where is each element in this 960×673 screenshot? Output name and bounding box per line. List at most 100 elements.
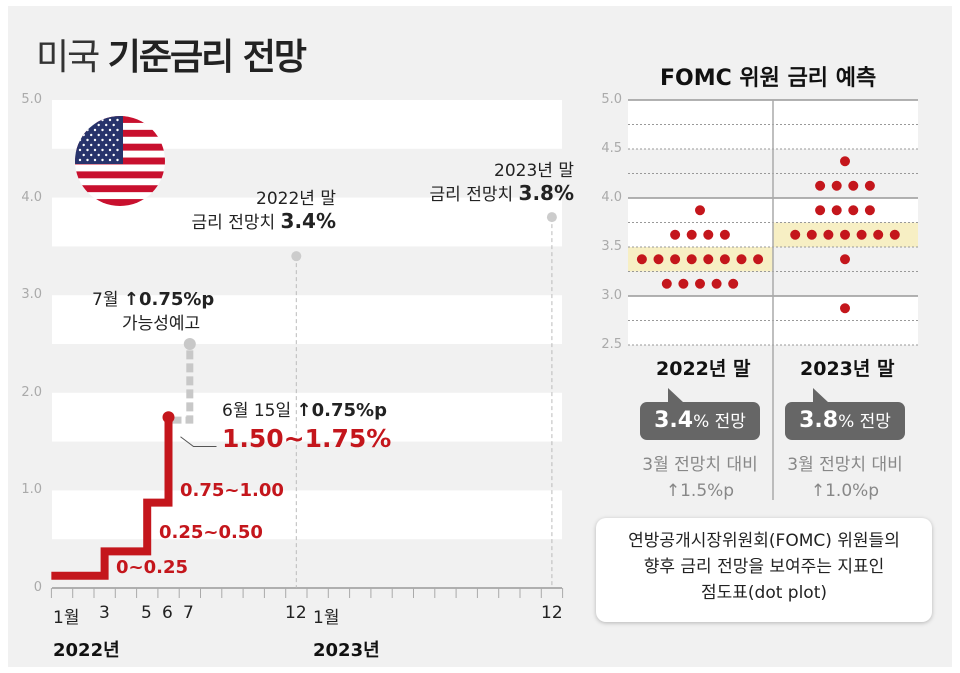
x-tick: 1월 bbox=[313, 608, 340, 628]
bubble-unit: % 전망 bbox=[838, 412, 891, 432]
fomc-dot bbox=[840, 254, 850, 265]
fomc-dot bbox=[728, 278, 739, 289]
rate-step-line bbox=[51, 417, 173, 580]
fomc-dot bbox=[840, 303, 850, 314]
ann-value: 3.4% bbox=[280, 209, 336, 233]
ann-text: 금리 전망치 bbox=[429, 185, 514, 205]
title-bold: 기준금리 전망 bbox=[107, 37, 307, 78]
fomc-dot bbox=[831, 180, 842, 191]
grid-band bbox=[52, 490, 562, 540]
note-text: 향후 금리 전망을 보여주는 지표인 bbox=[643, 557, 885, 577]
forecast-bubble: 3.8% 전망 bbox=[785, 388, 905, 440]
fomc-dot bbox=[815, 180, 826, 191]
leader-line bbox=[180, 436, 217, 447]
grid-band bbox=[52, 392, 562, 442]
fomc-dot bbox=[719, 254, 730, 265]
fomc-dot bbox=[840, 156, 850, 167]
end2023-annotation: 2023년 말 금리 전망치 3.8% bbox=[410, 160, 574, 206]
fomc-dot bbox=[719, 229, 730, 240]
forecast-point bbox=[291, 251, 302, 262]
fomc-dot bbox=[670, 254, 681, 265]
fomc-dot bbox=[848, 205, 859, 216]
y-tick: 5.0 bbox=[601, 92, 622, 107]
fomc-dot bbox=[864, 180, 875, 191]
column-header: 2022년 말 bbox=[656, 358, 751, 380]
sub-text: ↑1.0%p bbox=[810, 481, 880, 501]
x-tick: 7 bbox=[183, 603, 194, 623]
end2022-annotation: 2022년 말 금리 전망치 3.4% bbox=[180, 188, 336, 234]
fomc-dot bbox=[661, 278, 672, 289]
fomc-dot bbox=[806, 229, 817, 240]
x-tick: 1월 bbox=[53, 608, 80, 628]
fomc-dot bbox=[703, 254, 714, 265]
y-tick: 1.0 bbox=[21, 482, 42, 497]
forecast-bubble: 3.4% 전망 bbox=[640, 388, 760, 440]
fomc-dot bbox=[653, 254, 664, 265]
fomc-dot bbox=[815, 205, 826, 216]
y-tick: 2.0 bbox=[21, 385, 42, 400]
july-forecast-line bbox=[172, 344, 194, 424]
grid-band bbox=[52, 295, 562, 344]
y-tick: 3.0 bbox=[601, 288, 622, 303]
fomc-dot bbox=[695, 205, 705, 216]
step-label: 0~0.25 bbox=[116, 557, 189, 578]
fomc-dot bbox=[636, 254, 647, 265]
column-header: 2023년 말 bbox=[800, 358, 895, 380]
fomc-dot bbox=[753, 254, 764, 265]
ann-text: 금리 전망치 bbox=[191, 213, 276, 233]
fomc-dot bbox=[840, 229, 850, 240]
june-annotation: 6월 15일 ↑0.75%p bbox=[222, 400, 387, 422]
fomc-dot bbox=[790, 229, 801, 240]
note-text: 연방공개시장위원회(FOMC) 위원들의 bbox=[628, 531, 900, 551]
median-highlight bbox=[628, 247, 773, 272]
sub-text: ↑1.5%p bbox=[665, 481, 735, 501]
fomc-dot bbox=[864, 205, 875, 216]
ann-text: 7월 bbox=[92, 290, 119, 310]
y-tick: 0 bbox=[33, 580, 42, 595]
ann-text: 가능성예고 bbox=[122, 314, 201, 334]
us-flag-icon bbox=[75, 116, 165, 206]
sub-text: 3월 전망치 대비 bbox=[787, 455, 903, 475]
july-annotation: 7월 ↑0.75%p 가능성예고 bbox=[92, 288, 214, 336]
page-title: 미국 기준금리 전망 bbox=[36, 28, 307, 80]
july-forecast-point bbox=[183, 338, 196, 350]
forecast-point bbox=[546, 212, 557, 223]
ann-text: 2022년 말 bbox=[256, 189, 336, 209]
bubble-value: 3.4 bbox=[654, 408, 694, 433]
ann-bold: ↑0.75%p bbox=[123, 289, 215, 310]
fomc-dot bbox=[695, 278, 705, 289]
ann-bold: ↑0.75%p bbox=[296, 400, 387, 421]
x-tick: 5 bbox=[141, 603, 152, 623]
title-light: 미국 bbox=[36, 37, 100, 78]
fomc-dot bbox=[670, 229, 681, 240]
y-tick: 5.0 bbox=[21, 92, 42, 107]
fomc-dot bbox=[678, 278, 689, 289]
bubble-unit: % 전망 bbox=[693, 412, 746, 432]
dotplot-note: 연방공개시장위원회(FOMC) 위원들의 향후 금리 전망을 보여주는 지표인 … bbox=[596, 518, 932, 622]
fomc-dot bbox=[848, 180, 859, 191]
year-label: 2022년 bbox=[53, 640, 120, 661]
x-tick: 3 bbox=[99, 603, 110, 623]
y-tick: 2.5 bbox=[601, 337, 622, 352]
y-tick: 4.0 bbox=[21, 190, 42, 205]
ann-text: 6월 15일 bbox=[222, 401, 292, 421]
fomc-dot bbox=[889, 229, 900, 240]
x-tick: 12 bbox=[285, 603, 307, 623]
fomc-dot bbox=[823, 229, 834, 240]
change-note: 3월 전망치 대비 ↑1.5%p bbox=[625, 452, 775, 504]
current-rate-point bbox=[162, 411, 175, 424]
ann-text: 2023년 말 bbox=[494, 161, 574, 181]
fomc-dot bbox=[873, 229, 884, 240]
fomc-dot bbox=[711, 278, 722, 289]
x-tick: 6 bbox=[162, 603, 173, 623]
y-tick: 3.5 bbox=[601, 239, 622, 254]
y-tick: 3.0 bbox=[21, 287, 42, 302]
fomc-dot bbox=[686, 254, 697, 265]
fomc-dot bbox=[686, 229, 697, 240]
step-label: 0.75~1.00 bbox=[180, 480, 284, 501]
y-tick: 4.5 bbox=[601, 141, 622, 156]
fomc-dot bbox=[831, 205, 842, 216]
y-tick: 4.0 bbox=[601, 190, 622, 205]
